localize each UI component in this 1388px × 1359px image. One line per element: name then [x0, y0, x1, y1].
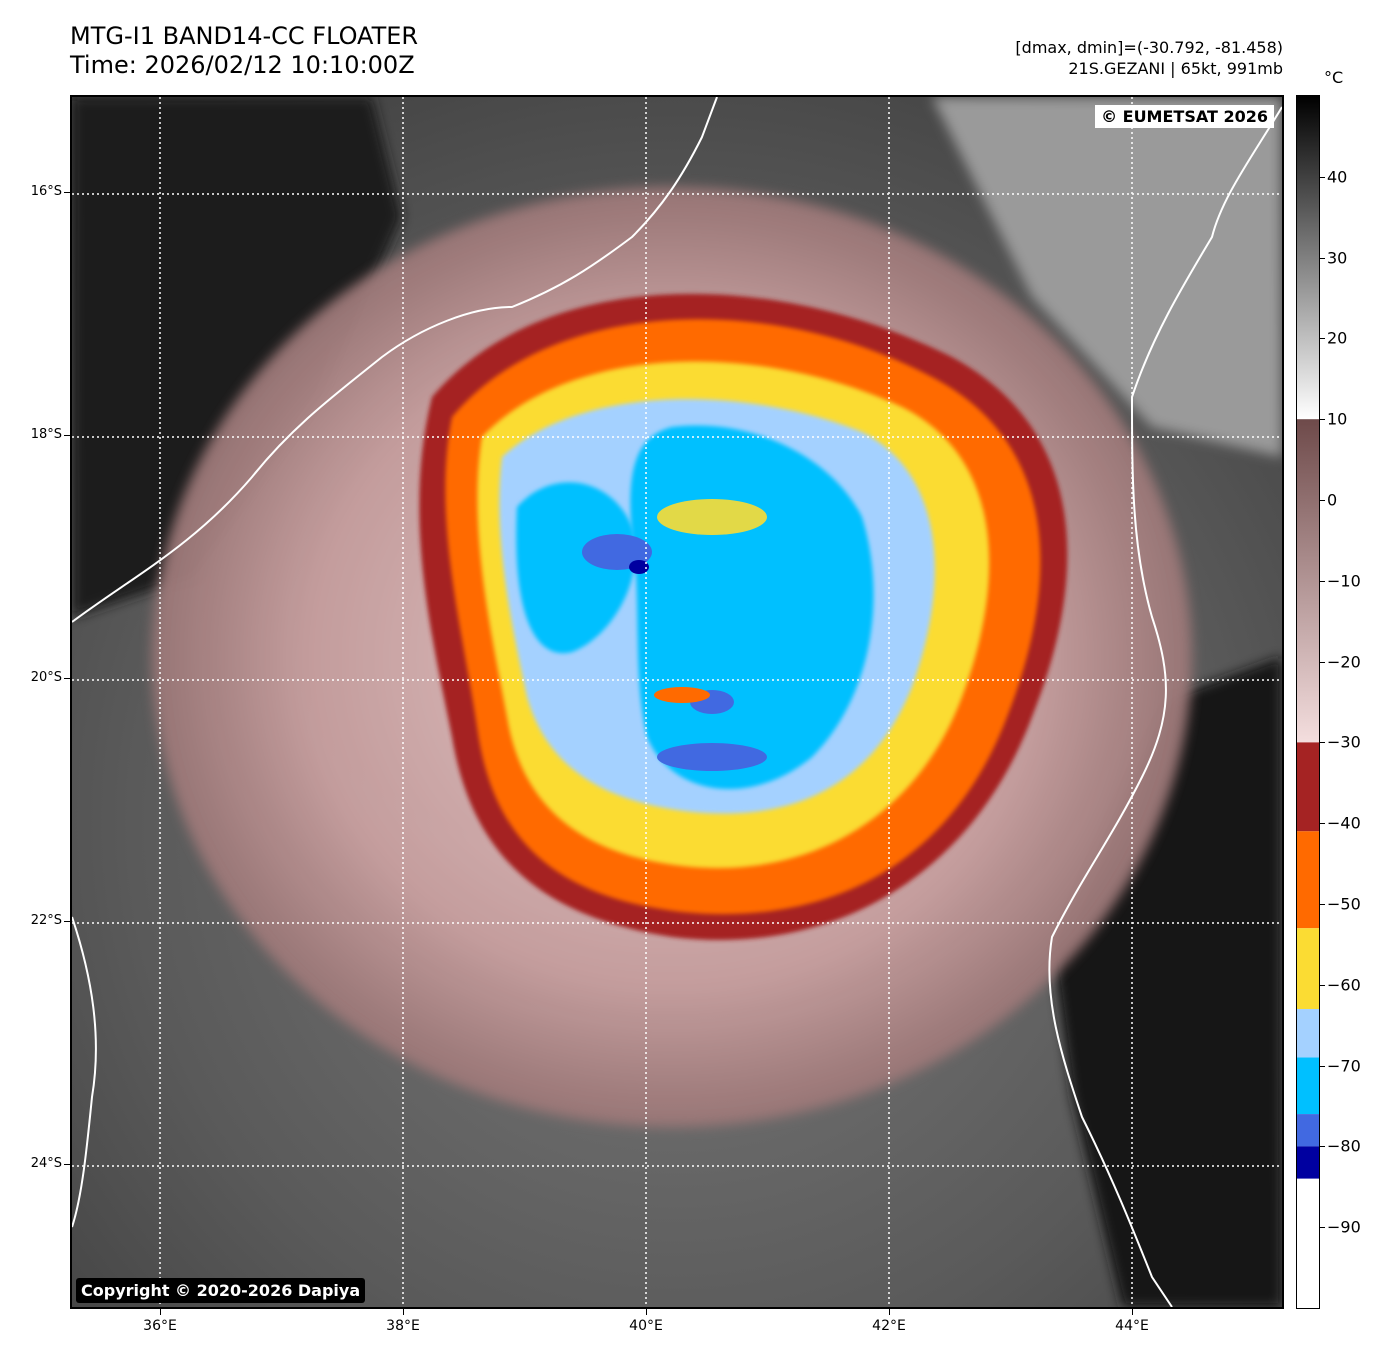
colorbar-tick-label: −80 [1327, 1136, 1361, 1156]
colorbar-tick-label: 10 [1327, 409, 1348, 429]
lat-label-18s: 18°S [30, 427, 62, 442]
colorbar-band [1297, 96, 1319, 420]
colorbar-band [1297, 1114, 1319, 1147]
lon-label-40e: 40°E [629, 1318, 663, 1334]
colorbar-tick-label: 30 [1327, 248, 1348, 268]
copyright-badge: Copyright © 2020-2026 Dapiya [76, 1278, 366, 1303]
colorbar-band [1297, 419, 1319, 743]
band-minus70-west [516, 482, 636, 654]
lon-label-44e: 44°E [1115, 1318, 1149, 1334]
lon-tick [646, 1309, 647, 1315]
coastline-madagascar [1048, 106, 1282, 1307]
colorbar-tick-label: 0 [1327, 490, 1338, 510]
colorbar-tick-label: −40 [1327, 813, 1361, 833]
colorbar [1296, 95, 1320, 1309]
colorbar-tick-label: −90 [1327, 1217, 1361, 1237]
observation-time: Time: 2026/02/12 10:10:00Z [70, 51, 415, 79]
band-minus84 [629, 560, 649, 574]
colorbar-band [1297, 1057, 1319, 1115]
colorbar-tick-label: 40 [1327, 167, 1348, 187]
inner-yellow-streak [657, 499, 767, 535]
colorbar-tick [1320, 176, 1325, 178]
gridlines [72, 97, 1282, 1307]
land-madagascar [1052, 657, 1282, 1307]
colorbar-tick [1320, 1065, 1325, 1067]
upper-right-clouds [932, 97, 1282, 457]
satellite-imagery [72, 97, 1282, 1307]
colorbar-tick-label: −10 [1327, 571, 1361, 591]
band-minus80-b [657, 743, 767, 771]
colorbar-tick [1320, 984, 1325, 986]
colorbar-tick-label: 20 [1327, 328, 1348, 348]
colorbar-tick-label: −20 [1327, 652, 1361, 672]
colorbar-tick [1320, 500, 1325, 501]
lat-tick [64, 921, 70, 922]
colorbar-tick [1320, 661, 1325, 663]
lon-tick [889, 1309, 890, 1315]
lon-tick [160, 1309, 161, 1315]
chart-title: MTG-I1 BAND14-CC FLOATER [70, 22, 419, 50]
eumetsat-watermark: © EUMETSAT 2026 [1095, 105, 1274, 128]
colorbar-tick [1320, 419, 1325, 421]
colorbar-tick-label: −60 [1327, 975, 1361, 995]
inner-orange-spot [654, 687, 710, 703]
satellite-map: © EUMETSAT 2026 Copyright © 2020-2026 Da… [70, 95, 1284, 1309]
land-mozambique [72, 97, 402, 617]
colorbar-tick [1320, 1227, 1325, 1229]
colorbar-tick [1320, 257, 1325, 259]
colorbar-tick [1320, 742, 1325, 744]
colorbar-unit: °C [1324, 68, 1344, 87]
temperature-range: [dmax, dmin]=(-30.792, -81.458) [1015, 38, 1283, 57]
lat-tick [64, 192, 70, 193]
colorbar-band [1297, 1146, 1319, 1179]
coastline-mozambique [72, 97, 718, 623]
lon-label-38e: 38°E [386, 1318, 420, 1334]
lon-tick [1132, 1309, 1133, 1315]
lon-tick [403, 1309, 404, 1315]
colorbar-band [1297, 742, 1319, 832]
coastline-southwest [72, 916, 97, 1228]
colorbar-tick-label: −30 [1327, 732, 1361, 752]
colorbar-tick [1320, 338, 1325, 340]
lat-label-16s: 16°S [30, 184, 62, 199]
lat-label-20s: 20°S [30, 670, 62, 685]
colorbar-scale [1297, 96, 1319, 1308]
colorbar-band [1297, 1178, 1319, 1308]
colorbar-tick-label: −50 [1327, 894, 1361, 914]
colorbar-tick [1320, 580, 1325, 582]
lat-tick [64, 678, 70, 679]
colorbar-band [1297, 831, 1319, 929]
colorbar-band [1297, 1009, 1319, 1058]
lat-tick [64, 1164, 70, 1165]
lat-label-22s: 22°S [30, 913, 62, 928]
lon-label-42e: 42°E [872, 1318, 906, 1334]
storm-info: 21S.GEZANI | 65kt, 991mb [1068, 59, 1283, 78]
colorbar-tick [1320, 1146, 1325, 1148]
lat-tick [64, 435, 70, 436]
lon-label-36e: 36°E [143, 1318, 177, 1334]
colorbar-tick-label: −70 [1327, 1056, 1361, 1076]
lat-label-24s: 24°S [30, 1156, 62, 1171]
colorbar-tick [1320, 904, 1325, 905]
colorbar-band [1297, 928, 1319, 1010]
colorbar-tick [1320, 823, 1325, 825]
